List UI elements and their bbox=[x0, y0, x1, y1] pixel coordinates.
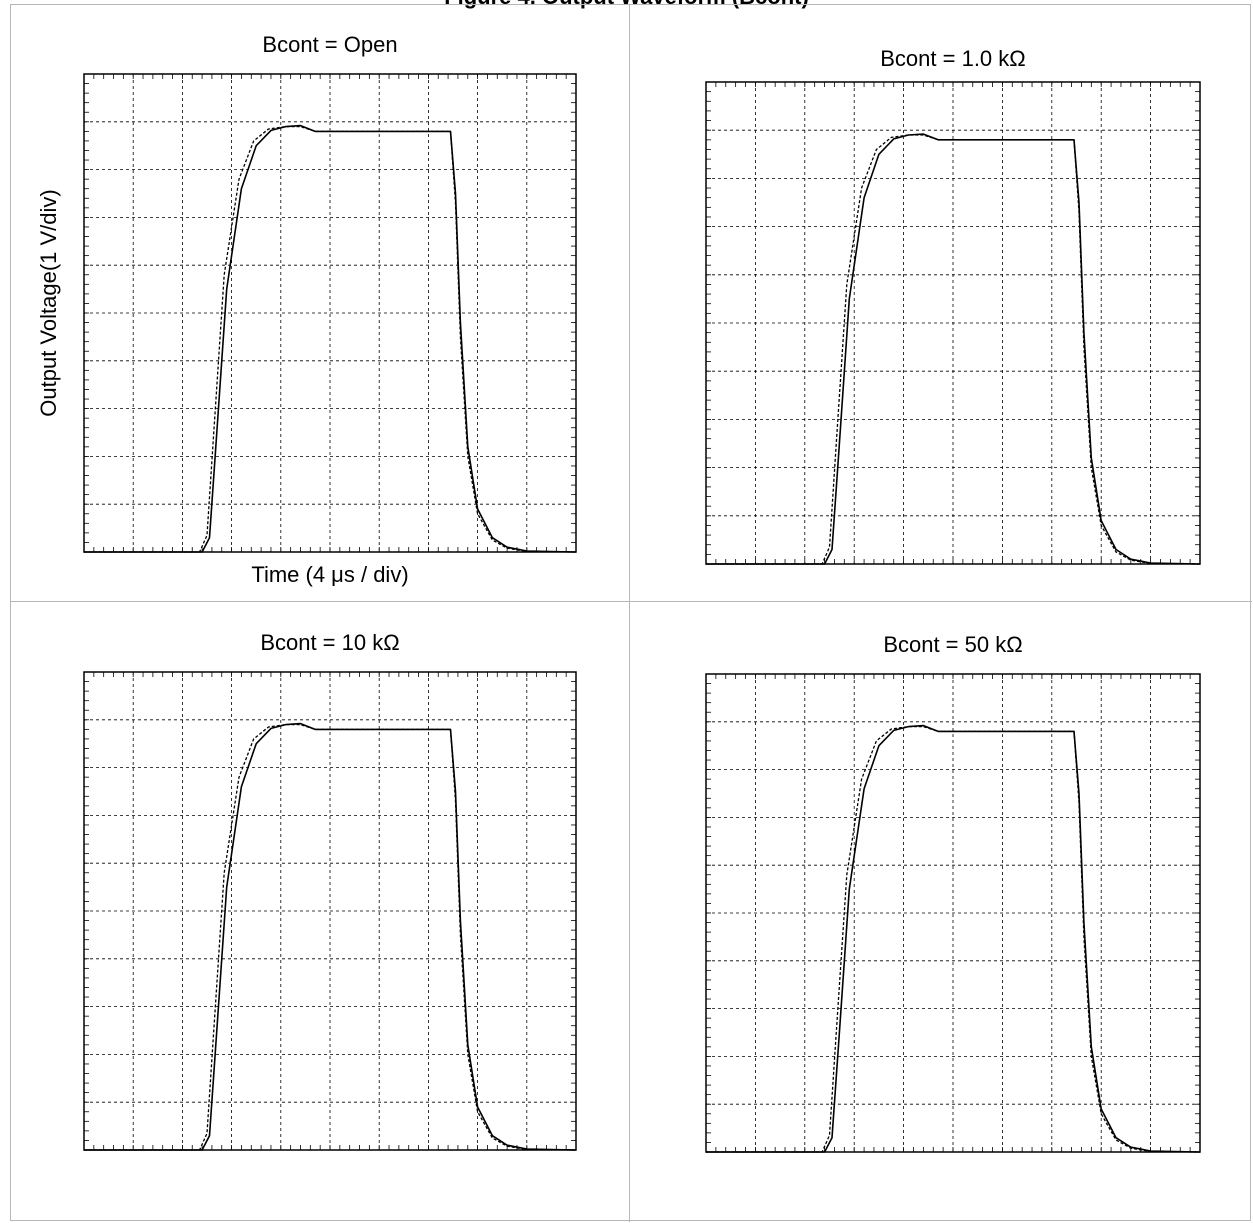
waveform-dashed bbox=[706, 134, 1201, 565]
figure-table bbox=[10, 4, 1252, 1222]
waveform-dashed bbox=[84, 125, 577, 553]
y-axis-label: Output Voltage(1 V/div) bbox=[36, 189, 61, 416]
plot-frame bbox=[83, 671, 577, 1151]
x-axis-label: Time (4 μs / div) bbox=[251, 562, 408, 587]
plot-frame bbox=[83, 73, 577, 553]
chart-panel-1: Bcont = Open Time (4 μs / div) Output Volt… bbox=[36, 32, 577, 587]
chart-panel-3: Bcont = 10 kΩ bbox=[83, 630, 577, 1151]
panel-title: Bcont = 50 kΩ bbox=[883, 632, 1022, 657]
waveform-dashed bbox=[84, 723, 577, 1151]
table-divider-vertical bbox=[629, 5, 630, 1222]
waveform-solid bbox=[706, 133, 1201, 565]
plot-frame bbox=[705, 673, 1201, 1153]
waveform-dashed bbox=[706, 725, 1201, 1153]
panel-title: Bcont = Open bbox=[262, 32, 397, 57]
panel-title: Bcont = 10 kΩ bbox=[260, 630, 399, 655]
waveform-solid bbox=[84, 124, 577, 553]
chart-panel-4: Bcont = 50 kΩ bbox=[705, 632, 1201, 1153]
waveform-solid bbox=[84, 722, 577, 1151]
panel-title: Bcont = 1.0 kΩ bbox=[880, 46, 1025, 71]
table-divider-horizontal bbox=[11, 601, 1252, 602]
waveform-solid bbox=[706, 724, 1201, 1153]
plot-frame bbox=[705, 81, 1201, 565]
chart-panel-2: Bcont = 1.0 kΩ bbox=[705, 46, 1201, 565]
